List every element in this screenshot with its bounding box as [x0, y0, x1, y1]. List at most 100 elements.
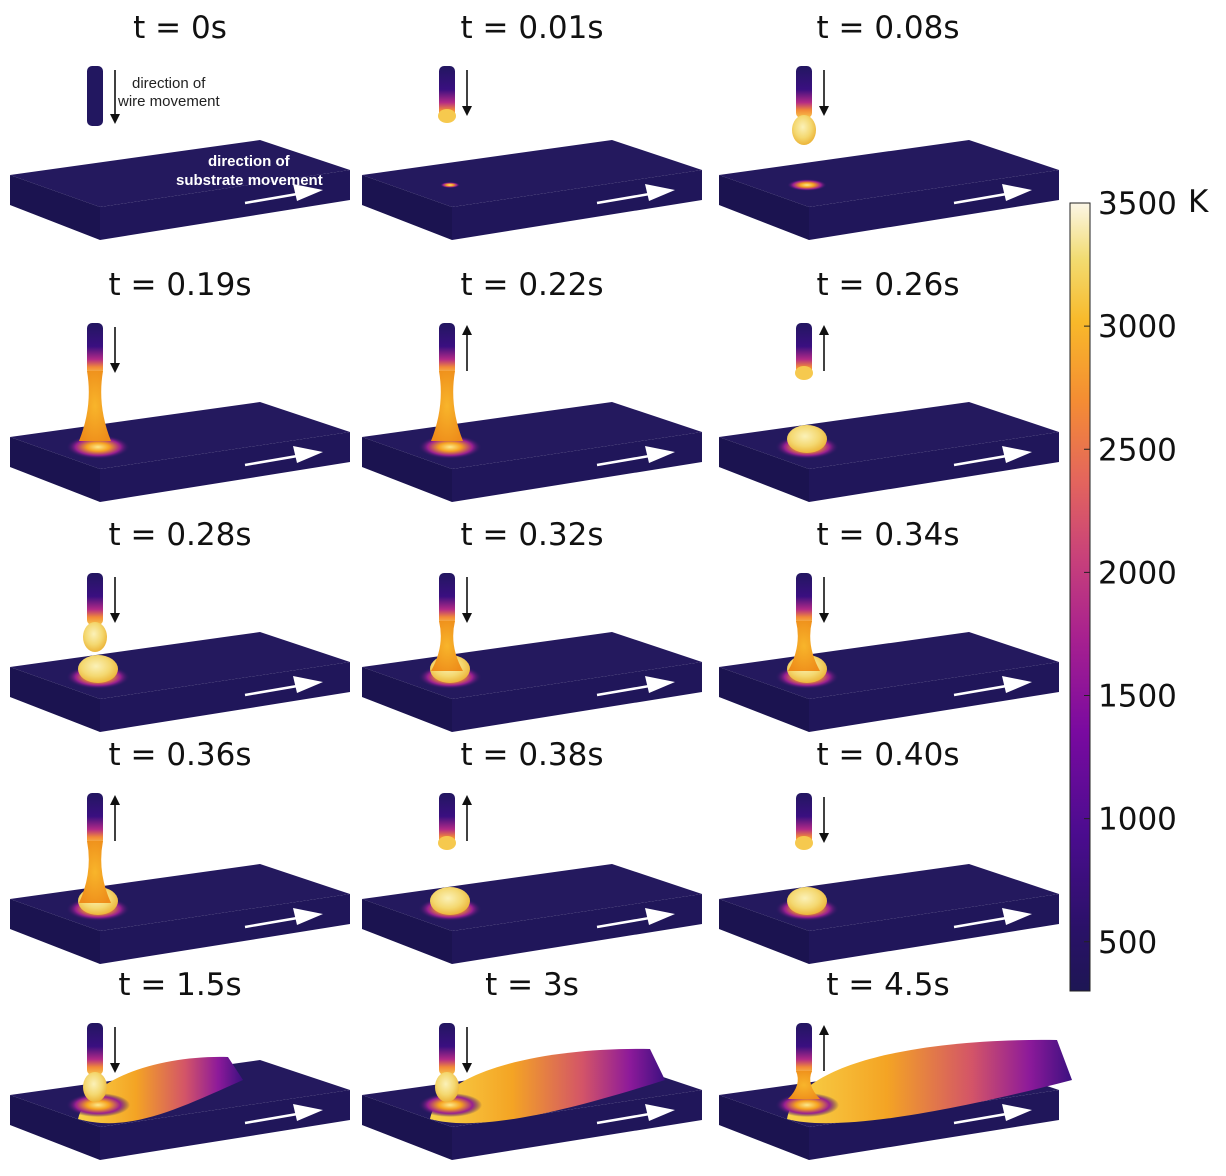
wire — [439, 66, 455, 118]
substrate-front — [719, 1095, 809, 1160]
colorbar-tick-label: 2500 — [1098, 432, 1177, 468]
arrow-up-icon — [110, 795, 120, 841]
droplet — [792, 115, 816, 145]
substrate-front — [10, 1095, 100, 1160]
panel: t = 0s — [10, 10, 350, 240]
arrow-down-icon — [110, 1027, 120, 1073]
arrow-down-icon — [110, 70, 120, 124]
droplet-tip — [795, 836, 813, 850]
melt-pool — [418, 1093, 482, 1117]
panel: t = 0.26s — [719, 267, 1059, 502]
substrate-front — [10, 437, 100, 502]
substrate-front — [362, 899, 452, 964]
liquid-bridge — [79, 841, 111, 903]
panel-title: t = 0.19s — [108, 267, 251, 303]
arrow-right-icon — [244, 184, 323, 205]
substrate-front — [10, 667, 100, 732]
wire — [439, 573, 455, 625]
substrate-side — [100, 170, 350, 240]
panel-title: t = 4.5s — [826, 967, 949, 1003]
wire — [439, 1023, 455, 1075]
panel: t = 0.22s — [362, 267, 702, 502]
substrate-front — [362, 175, 452, 240]
substrate-side — [809, 170, 1059, 240]
liquid-bridge — [431, 621, 463, 671]
time-series-panels: t = 0s t = 0.01s t = 0.08s t = 0.19s t = 0.2… — [10, 10, 1072, 1160]
wire — [87, 323, 103, 375]
substrate-direction-label-line1: direction of — [208, 153, 291, 170]
melt-pool — [787, 179, 827, 191]
substrate-side — [100, 432, 350, 502]
substrate-side — [809, 1090, 1059, 1160]
arrow-down-icon — [462, 70, 472, 116]
colorbar-tick-label: 1000 — [1098, 802, 1177, 838]
substrate-front — [719, 667, 809, 732]
colorbar-tick-label: 1500 — [1098, 679, 1177, 715]
deposit-mound — [787, 425, 827, 453]
wire — [796, 793, 812, 845]
arrow-right-icon — [953, 1104, 1032, 1125]
droplet-tip — [795, 366, 813, 380]
substrate-front — [10, 899, 100, 964]
liquid-bridge — [79, 371, 111, 441]
arrow-right-icon — [596, 184, 675, 205]
substrate-side — [100, 662, 350, 732]
arrow-down-icon — [110, 327, 120, 373]
panel-title: t = 0.38s — [460, 737, 603, 773]
colorbar-tick-label: 3000 — [1098, 309, 1177, 345]
deposited-bead — [430, 1048, 665, 1124]
droplet-tip — [438, 836, 456, 850]
substrate-side — [100, 894, 350, 964]
substrate-front — [362, 667, 452, 732]
direction-annotations: direction of wire movement direction of … — [117, 75, 323, 189]
wire — [87, 1023, 103, 1075]
wire — [87, 66, 103, 126]
melt-pool — [66, 1093, 130, 1117]
colorbar-tick-label: 2000 — [1098, 555, 1177, 591]
wire-direction-label-line2: wire movement — [117, 93, 221, 110]
arrow-right-icon — [953, 446, 1032, 467]
arrow-down-icon — [819, 70, 829, 116]
substrate-front — [719, 437, 809, 502]
wire — [796, 573, 812, 625]
arrow-up-icon — [819, 1025, 829, 1071]
colorbar-unit: K — [1188, 184, 1209, 220]
droplet — [83, 622, 107, 652]
liquid-bridge — [788, 1071, 820, 1099]
substrate-side — [809, 432, 1059, 502]
deposit-mound — [78, 655, 118, 683]
substrate-side — [452, 432, 702, 502]
arrow-right-icon — [596, 1104, 675, 1125]
substrate-side — [452, 662, 702, 732]
arrow-down-icon — [462, 1027, 472, 1073]
arrow-right-icon — [953, 184, 1032, 205]
substrate-side — [100, 1090, 350, 1160]
panel: t = 0.01s — [362, 10, 702, 240]
deposit-mound — [787, 887, 827, 915]
substrate-top — [362, 140, 702, 207]
panel-title: t = 0.08s — [816, 10, 959, 46]
panel-title: t = 0.40s — [816, 737, 959, 773]
wire — [796, 323, 812, 375]
wire — [87, 793, 103, 845]
panel-title: t = 0.34s — [816, 517, 959, 553]
temperature-colorbar: 3500 3000 2500 2000 1500 1000 500 K — [1069, 184, 1209, 992]
panel-title: t = 0.26s — [816, 267, 959, 303]
arrow-right-icon — [596, 676, 675, 697]
wire — [439, 793, 455, 845]
droplet — [435, 1072, 459, 1102]
panel: t = 0.32s — [362, 517, 702, 732]
arrow-up-icon — [462, 325, 472, 371]
panel: t = 4.5s — [719, 967, 1072, 1160]
arrow-up-icon — [462, 795, 472, 841]
substrate-side — [452, 894, 702, 964]
arrow-right-icon — [244, 908, 323, 929]
wire — [796, 1023, 812, 1075]
arrow-right-icon — [244, 446, 323, 467]
panel-title: t = 0.01s — [460, 10, 603, 46]
substrate-top — [10, 140, 350, 207]
panel: t = 0.36s — [10, 737, 350, 964]
substrate-front — [362, 437, 452, 502]
substrate-side — [452, 170, 702, 240]
